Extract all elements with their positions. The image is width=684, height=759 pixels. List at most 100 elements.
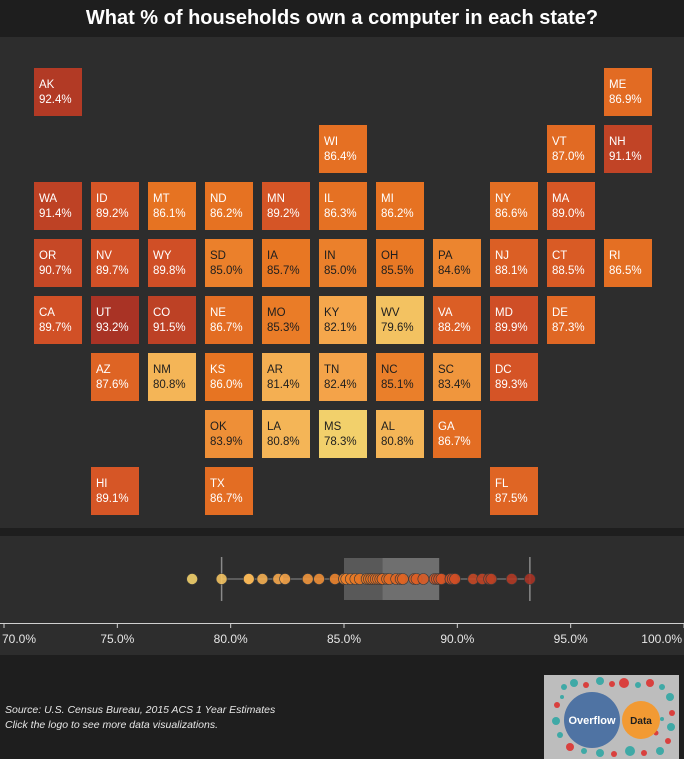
- state-abbr: AK: [39, 79, 55, 91]
- dot-md[interactable]: [449, 573, 461, 585]
- dot-strip-panel: [0, 536, 684, 623]
- state-tile-ct[interactable]: CT 88.5%: [547, 239, 595, 287]
- dot-sc[interactable]: [301, 573, 314, 585]
- x-axis-ticks: 70.0% 75.0% 80.0% 85.0% 90.0% 95.0% 100.0%: [2, 624, 684, 646]
- state-abbr: RI: [609, 250, 621, 262]
- logo-orange-circle: [622, 701, 660, 739]
- state-tile-ma[interactable]: MA 89.0%: [547, 182, 595, 230]
- state-tile-mt[interactable]: MT 86.1%: [148, 182, 196, 230]
- state-tile-ne[interactable]: NE 86.7%: [205, 296, 253, 344]
- state-tile-ri[interactable]: RI 86.5%: [604, 239, 652, 287]
- state-tile-az[interactable]: AZ 87.6%: [91, 353, 139, 401]
- dot-ms[interactable]: [186, 573, 198, 585]
- logo-graphic: Overflow Data: [552, 677, 675, 757]
- state-value: 87.6%: [96, 379, 129, 391]
- state-value: 82.4%: [324, 379, 357, 391]
- state-tile-la[interactable]: LA 80.8%: [262, 410, 310, 458]
- state-tile-nm[interactable]: NM 80.8%: [148, 353, 196, 401]
- state-tile-ut[interactable]: UT 93.2%: [91, 296, 139, 344]
- state-tile-va[interactable]: VA 88.2%: [433, 296, 481, 344]
- state-tile-nj[interactable]: NJ 88.1%: [490, 239, 538, 287]
- state-tile-sc[interactable]: SC 83.4%: [433, 353, 481, 401]
- logo-hint-line: Click the logo to see more data visualiz…: [5, 719, 219, 731]
- state-tile-ny[interactable]: NY 86.6%: [490, 182, 538, 230]
- dot-az[interactable]: [397, 573, 409, 585]
- state-tile-in[interactable]: IN 85.0%: [319, 239, 367, 287]
- state-tile-wi[interactable]: WI 86.4%: [319, 125, 367, 173]
- state-value: 86.9%: [609, 94, 642, 106]
- state-tile-ga[interactable]: GA 86.7%: [433, 410, 481, 458]
- state-abbr: DC: [495, 364, 512, 376]
- state-tile-nv[interactable]: NV 89.7%: [91, 239, 139, 287]
- state-tile-mo[interactable]: MO 85.3%: [262, 296, 310, 344]
- state-value: 88.5%: [552, 265, 585, 277]
- dot-ak[interactable]: [505, 573, 518, 585]
- state-tile-ok[interactable]: OK 83.9%: [205, 410, 253, 458]
- state-tile-mn[interactable]: MN 89.2%: [262, 182, 310, 230]
- state-tile-il[interactable]: IL 86.3%: [319, 182, 367, 230]
- state-value: 91.1%: [609, 151, 642, 163]
- state-tile-nd[interactable]: ND 86.2%: [205, 182, 253, 230]
- state-tile-tn[interactable]: TN 82.4%: [319, 353, 367, 401]
- dot-co[interactable]: [485, 573, 498, 585]
- state-tile-nc[interactable]: NC 85.1%: [376, 353, 424, 401]
- state-tile-md[interactable]: MD 89.9%: [490, 296, 538, 344]
- dot-tn[interactable]: [279, 573, 291, 585]
- state-value: 86.7%: [438, 436, 471, 448]
- overflow-data-logo[interactable]: Overflow Data: [544, 675, 679, 759]
- dot-ok[interactable]: [313, 573, 325, 585]
- state-tile-oh[interactable]: OH 85.5%: [376, 239, 424, 287]
- state-tile-ky[interactable]: KY 82.1%: [319, 296, 367, 344]
- dot-wv[interactable]: [215, 573, 228, 585]
- state-tile-dc[interactable]: DC 89.3%: [490, 353, 538, 401]
- state-abbr: WI: [324, 136, 339, 148]
- state-tile-ks[interactable]: KS 86.0%: [205, 353, 253, 401]
- dot-ar[interactable]: [256, 573, 269, 585]
- state-tile-wy[interactable]: WY 89.8%: [148, 239, 196, 287]
- state-tile-me[interactable]: ME 86.9%: [604, 68, 652, 116]
- state-tile-nh[interactable]: NH 91.1%: [604, 125, 652, 173]
- state-tile-wa[interactable]: WA 91.4%: [34, 182, 82, 230]
- state-abbr: NJ: [495, 250, 510, 262]
- state-tile-fl[interactable]: FL 87.5%: [490, 467, 538, 515]
- state-value: 79.6%: [381, 322, 414, 334]
- state-tile-pa[interactable]: PA 84.6%: [433, 239, 481, 287]
- state-tile-or[interactable]: OR 90.7%: [34, 239, 82, 287]
- x-tick-label: 75.0%: [100, 632, 134, 646]
- state-tile-mi[interactable]: MI 86.2%: [376, 182, 424, 230]
- state-tile-ak[interactable]: AK 92.4%: [34, 68, 82, 116]
- dot-ut[interactable]: [524, 573, 536, 585]
- state-tile-id[interactable]: ID 89.2%: [91, 182, 139, 230]
- state-tile-wv[interactable]: WV 79.6%: [376, 296, 424, 344]
- state-tile-de[interactable]: DE 87.3%: [547, 296, 595, 344]
- state-abbr: AZ: [96, 364, 111, 376]
- state-value: 86.7%: [210, 322, 243, 334]
- state-abbr: MI: [381, 193, 394, 205]
- state-abbr: MT: [153, 193, 170, 205]
- state-abbr: CA: [39, 307, 55, 319]
- state-abbr: CO: [153, 307, 171, 319]
- state-abbr: ME: [609, 79, 627, 91]
- x-tick-label: 95.0%: [554, 632, 588, 646]
- state-tile-hi[interactable]: HI 89.1%: [91, 467, 139, 515]
- panel-divider: [0, 528, 684, 536]
- state-tile-tx[interactable]: TX 86.7%: [205, 467, 253, 515]
- state-value: 84.6%: [438, 265, 471, 277]
- state-tile-ms[interactable]: MS 78.3%: [319, 410, 367, 458]
- dot-al[interactable]: [243, 573, 255, 585]
- state-value: 89.3%: [495, 379, 528, 391]
- state-value: 89.9%: [495, 322, 528, 334]
- state-tile-ar[interactable]: AR 81.4%: [262, 353, 310, 401]
- state-tile-al[interactable]: AL 80.8%: [376, 410, 424, 458]
- state-tile-sd[interactable]: SD 85.0%: [205, 239, 253, 287]
- tile-map-panel: AK 92.4% ME 86.9% WI 86.4% VT 87.0% NH 91.1% WA 91.…: [0, 37, 684, 528]
- logo-blue-circle: [564, 692, 620, 748]
- state-tile-vt[interactable]: VT 87.0%: [547, 125, 595, 173]
- state-tile-ia[interactable]: IA 85.7%: [262, 239, 310, 287]
- state-tile-ca[interactable]: CA 89.7%: [34, 296, 82, 344]
- state-value: 80.8%: [267, 436, 300, 448]
- state-abbr: HI: [96, 478, 108, 490]
- state-tile-co[interactable]: CO 91.5%: [148, 296, 196, 344]
- dot-ct[interactable]: [417, 573, 430, 585]
- state-value: 86.0%: [210, 379, 243, 391]
